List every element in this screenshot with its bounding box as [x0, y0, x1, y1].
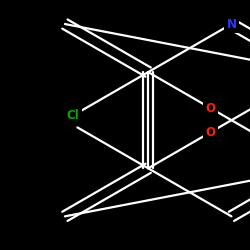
Text: Cl: Cl	[67, 109, 80, 122]
Text: N: N	[226, 18, 236, 30]
Text: O: O	[206, 102, 216, 115]
Text: O: O	[206, 126, 216, 139]
